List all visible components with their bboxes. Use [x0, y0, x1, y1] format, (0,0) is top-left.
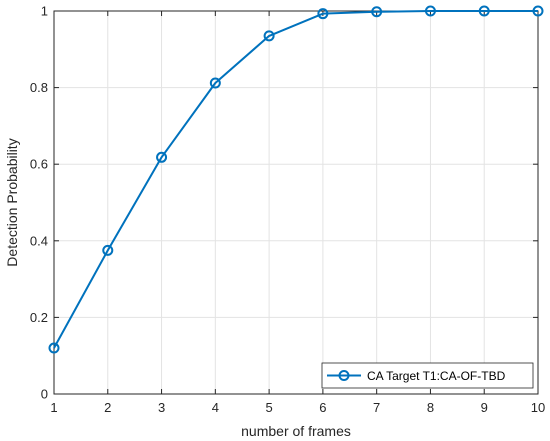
y-tick-label: 0.4 [30, 233, 48, 248]
y-tick-label: 1 [41, 4, 48, 19]
x-tick-label: 4 [212, 400, 219, 415]
y-tick-label: 0.2 [30, 310, 48, 325]
data-point [532, 5, 544, 17]
x-tick-labels: 1 2 3 4 5 6 7 8 9 10 [50, 400, 545, 415]
x-tick-label: 2 [104, 400, 111, 415]
y-tick-label: 0 [41, 387, 48, 402]
x-tick-label: 10 [531, 400, 545, 415]
legend-label: CA Target T1:CA-OF-TBD [367, 369, 506, 383]
y-axis-title: Detection Probability [4, 138, 20, 266]
x-axis-title: number of frames [241, 423, 351, 439]
data-point [371, 6, 383, 18]
data-point [263, 30, 275, 42]
x-tick-label: 3 [158, 400, 165, 415]
data-point [156, 151, 168, 163]
x-tick-label: 5 [265, 400, 272, 415]
x-tick-label: 1 [50, 400, 57, 415]
y-tick-labels: 0 0.2 0.4 0.6 0.8 1 [30, 4, 48, 402]
data-point [102, 244, 114, 256]
x-tick-label: 9 [481, 400, 488, 415]
data-point [209, 77, 221, 89]
legend: CA Target T1:CA-OF-TBD [321, 362, 534, 389]
data-point [424, 5, 436, 17]
y-tick-label: 0.6 [30, 157, 48, 172]
series-layer [48, 5, 544, 354]
plot-area [54, 11, 538, 394]
data-point [48, 342, 60, 354]
x-tick-label: 8 [427, 400, 434, 415]
x-tick-label: 6 [319, 400, 326, 415]
plot-frame [53, 10, 539, 395]
data-point [317, 8, 329, 20]
x-tick-label: 7 [373, 400, 380, 415]
legend-marker [338, 370, 350, 381]
data-point [478, 5, 490, 17]
series-line [53, 10, 538, 349]
y-tick-label: 0.8 [30, 80, 48, 95]
